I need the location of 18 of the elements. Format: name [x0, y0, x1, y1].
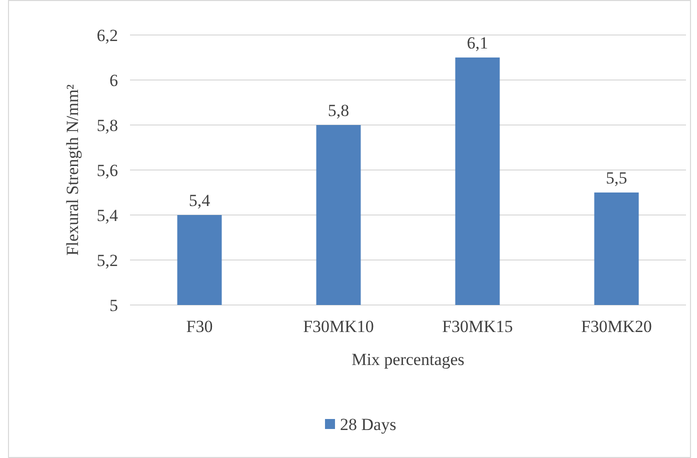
y-axis-title: Flexural Strength N/mm²: [63, 84, 82, 256]
y-tick-label: 6,2: [96, 26, 118, 45]
data-label: 5,5: [606, 168, 628, 188]
x-tick-label: F30MK15: [442, 317, 513, 336]
legend-label: 28 Days: [340, 414, 396, 434]
y-tick-label: 5,2: [96, 250, 118, 270]
x-tick-label: F30MK10: [303, 317, 374, 336]
y-tick-label: 5: [110, 296, 118, 315]
x-tick-label: F30MK20: [581, 317, 652, 336]
data-label: 6,1: [466, 34, 488, 52]
y-tick-label: 5,4: [96, 206, 118, 225]
x-axis-title: Mix percentages: [352, 350, 464, 369]
x-tick-label: F30: [186, 317, 213, 336]
data-label: 5,4: [188, 191, 211, 210]
y-tick-label: 6: [110, 70, 118, 90]
data-label: 5,8: [328, 101, 350, 120]
y-tick-label: 5,8: [96, 116, 118, 135]
y-tick-label: 5,6: [96, 160, 118, 180]
